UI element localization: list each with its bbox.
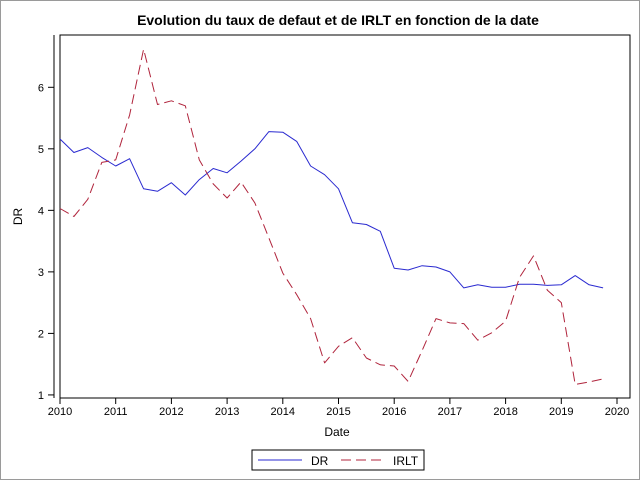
legend-label-dr: DR [311,454,329,468]
y-tick-label: 5 [38,144,44,156]
x-tick-label: 2018 [493,406,517,418]
chart-title: Evolution du taux de defaut et de IRLT e… [137,12,539,28]
y-tick-label: 3 [38,267,44,279]
y-axis: 1 2 3 4 5 6 [38,35,55,402]
legend-label-irlt: IRLT [393,454,419,468]
x-tick-label: 2020 [605,406,629,418]
x-tick-label: 2015 [326,406,350,418]
legend-box [251,449,425,471]
x-tick-label: 2019 [549,406,573,418]
y-tick-label: 6 [38,82,44,94]
series-layer [59,48,604,385]
series-line-irlt [59,48,604,385]
x-tick-label: 2010 [48,406,72,418]
x-tick-label: 2016 [382,406,406,418]
x-tick-label: 2013 [215,406,239,418]
x-tick-label: 2011 [104,406,128,418]
y-axis-label: DR [11,208,25,226]
x-tick-label: 2012 [159,406,183,418]
x-axis: 2010 2011 2012 2013 2014 2015 2016 2017 2018 2019… [48,397,630,418]
legend: DR IRLT [251,449,425,471]
series-line-dr [59,131,604,289]
y-tick-label: 2 [38,328,44,340]
x-axis-label: Date [324,425,350,439]
y-tick-label: 4 [38,205,44,217]
x-tick-label: 2014 [271,406,295,418]
x-tick-label: 2017 [438,406,462,418]
y-tick-label: 1 [38,390,44,402]
